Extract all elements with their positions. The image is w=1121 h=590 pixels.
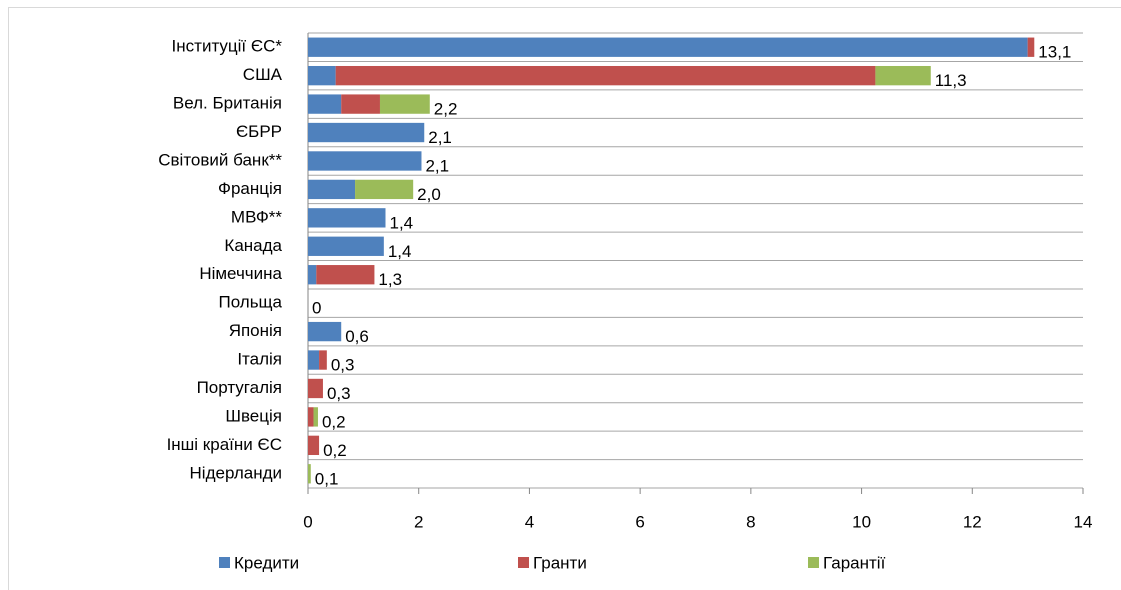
category-label: Швеція [225, 406, 282, 425]
total-label: 2,2 [434, 100, 458, 119]
total-label: 2,0 [417, 185, 441, 204]
total-label: 0,1 [315, 469, 339, 488]
category-label: Польща [218, 293, 282, 312]
total-label: 1,4 [388, 242, 412, 261]
category-label: Франція [218, 179, 282, 198]
category-label: Японія [229, 321, 282, 340]
x-tick-label: 0 [303, 512, 312, 531]
x-tick-label: 8 [746, 512, 755, 531]
bar-segment [316, 265, 375, 285]
category-label: Світовий банк** [158, 150, 282, 169]
x-tick-label: 14 [1074, 512, 1093, 531]
bar-segment [308, 464, 311, 484]
category-label: США [243, 65, 283, 84]
bar-segment [379, 94, 430, 114]
category-label: МВФ** [231, 207, 282, 226]
legend-swatch [219, 557, 230, 568]
bar-segment [308, 208, 386, 228]
legend-swatch [808, 557, 819, 568]
category-label: Португалія [197, 378, 282, 397]
legend-label: Кредити [234, 553, 299, 572]
legend-label: Гранти [533, 553, 587, 572]
bar-segment [308, 378, 323, 399]
bar-segment [308, 94, 342, 114]
x-tick-label: 4 [525, 512, 534, 531]
category-label: Інституції ЄС* [172, 37, 283, 56]
bar-segment [308, 435, 320, 456]
category-label: Нідерланди [190, 463, 282, 482]
bar-segment [308, 321, 342, 342]
bar-segment [308, 37, 1028, 57]
category-label: Інші країни ЄС [167, 435, 282, 454]
bar-segment [875, 65, 931, 86]
bar-segment [313, 407, 318, 427]
category-label: ЄБРР [236, 122, 282, 141]
x-tick-label: 2 [414, 512, 423, 531]
x-tick-label: 10 [852, 512, 871, 531]
x-tick-label: 12 [963, 512, 982, 531]
chart-frame [8, 7, 1121, 590]
total-label: 1,3 [378, 270, 402, 289]
total-label: 13,1 [1038, 43, 1071, 62]
legend-label: Гарантії [823, 553, 886, 572]
total-label: 11,3 [935, 71, 967, 90]
category-label: Італія [237, 350, 282, 369]
bar-segment [335, 65, 876, 86]
bar-segment [308, 179, 356, 200]
total-label: 0,2 [322, 412, 346, 431]
total-label: 0,3 [331, 356, 355, 375]
category-label: Німеччина [199, 264, 282, 283]
category-label: Канада [224, 236, 282, 255]
total-label: 2,1 [428, 128, 452, 147]
bar-segment [308, 151, 422, 171]
bar-segment [319, 350, 327, 370]
bar-segment [308, 122, 425, 143]
bar-segment [308, 265, 317, 285]
total-label: 2,1 [425, 156, 449, 175]
total-label: 0,6 [345, 327, 369, 346]
bar-segment [308, 65, 336, 86]
total-label: 0,3 [327, 384, 351, 403]
total-label: 0 [312, 299, 321, 318]
bar-segment [1027, 37, 1035, 57]
bar-segment [308, 236, 384, 256]
bar-segment [355, 179, 414, 200]
total-label: 0,2 [323, 441, 347, 460]
category-label: Вел. Британія [173, 94, 282, 113]
x-tick-label: 6 [635, 512, 644, 531]
legend-swatch [518, 557, 529, 568]
bar-segment [341, 94, 380, 114]
bar-segment [308, 350, 320, 370]
total-label: 1,4 [390, 213, 414, 232]
bar-segment [308, 407, 314, 427]
